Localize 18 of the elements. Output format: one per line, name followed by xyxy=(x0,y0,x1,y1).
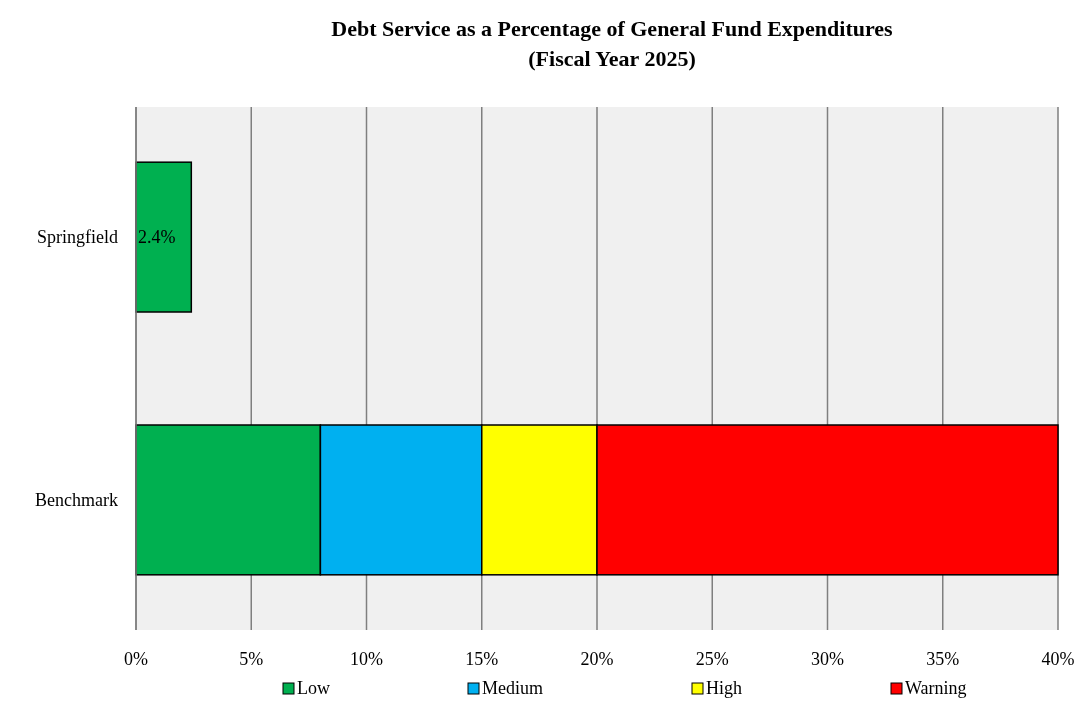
bar xyxy=(135,161,193,313)
x-tick-label: 0% xyxy=(124,649,148,669)
x-tick-label: 25% xyxy=(695,649,729,669)
legend-label: Medium xyxy=(482,678,543,698)
x-tick-label: 20% xyxy=(580,649,614,669)
legend-label: Warning xyxy=(905,678,967,698)
x-tick-label: 35% xyxy=(926,649,960,669)
y-tick-label: Springfield xyxy=(37,227,118,248)
x-tick-label: 40% xyxy=(1041,649,1075,669)
x-tick-label: 15% xyxy=(465,649,499,669)
y-tick-label: Benchmark xyxy=(35,490,118,511)
data-label: 2.4% xyxy=(138,227,176,248)
chart-title: Debt Service as a Percentage of General Fund Expenditures (Fiscal Year 2025) xyxy=(331,16,894,71)
legend-label: High xyxy=(706,678,742,698)
x-tick-label: 10% xyxy=(350,649,383,669)
x-tick-label: 30% xyxy=(811,649,844,669)
legend-label: Low xyxy=(297,678,330,698)
x-tick-label: 5% xyxy=(239,649,264,669)
